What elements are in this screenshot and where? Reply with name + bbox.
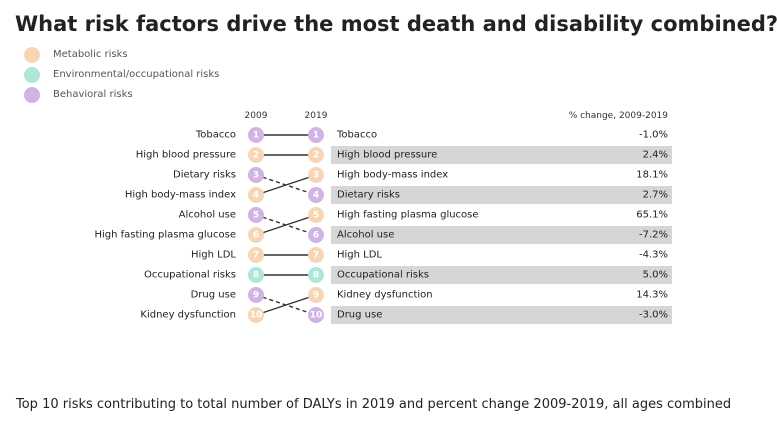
- shaded-row-8: [331, 266, 672, 284]
- risk-label-2019-10: Drug use: [337, 310, 382, 321]
- rank-number-2019-8: 8: [313, 271, 319, 281]
- change-value-5: 65.1%: [636, 210, 668, 221]
- rank-circle-2019-8: [308, 267, 324, 283]
- risk-label-2009-3: Dietary risks: [173, 170, 236, 181]
- rank-number-2009-4: 4: [253, 191, 259, 201]
- change-value-10: -3.0%: [639, 310, 668, 321]
- change-value-9: 14.3%: [636, 290, 668, 301]
- legend-swatch-behavioral: [24, 87, 40, 103]
- shaded-row-6: [331, 226, 672, 244]
- chart-caption: Top 10 risks contributing to total numbe…: [16, 397, 732, 412]
- risk-label-2009-10: Kidney dysfunction: [140, 310, 236, 321]
- shaded-row-2: [331, 146, 672, 164]
- risk-label-2019-4: Dietary risks: [337, 190, 400, 201]
- rank-number-2009-10: 10: [250, 311, 263, 321]
- rank-circle-2019-2: [308, 147, 324, 163]
- risk-label-2019-1: Tobacco: [336, 130, 377, 141]
- risk-label-2009-4: High body-mass index: [125, 190, 236, 201]
- risk-label-2009-1: Tobacco: [195, 130, 236, 141]
- rank-number-2009-9: 9: [253, 291, 259, 301]
- rank-number-2019-6: 6: [313, 231, 319, 241]
- rank-number-2019-10: 10: [310, 311, 323, 321]
- rank-circle-2019-5: [308, 207, 324, 223]
- risk-label-2009-5: Alcohol use: [179, 210, 236, 221]
- rank-circle-2009-6: [248, 227, 264, 243]
- rank-circle-2019-10: [308, 307, 324, 323]
- rank-number-2019-2: 2: [313, 151, 319, 161]
- risk-label-2019-3: High body-mass index: [337, 170, 448, 181]
- legend-label-metabolic: Metabolic risks: [53, 49, 128, 60]
- rank-circle-2019-9: [308, 287, 324, 303]
- risk-label-2009-2: High blood pressure: [136, 150, 236, 161]
- rank-number-2019-3: 3: [313, 171, 319, 181]
- rank-circle-2019-3: [308, 167, 324, 183]
- shaded-row-4: [331, 186, 672, 204]
- legend-swatch-environmental: [24, 67, 40, 83]
- column-header-2009: 2009: [245, 111, 268, 121]
- rank-number-2009-8: 8: [253, 271, 259, 281]
- rank-circle-2009-1: [248, 127, 264, 143]
- rank-number-2009-2: 2: [253, 151, 259, 161]
- risk-label-2019-2: High blood pressure: [337, 150, 437, 161]
- rank-number-2019-7: 7: [313, 251, 319, 261]
- rank-line-10: [255, 294, 317, 316]
- risk-label-2019-9: Kidney dysfunction: [337, 290, 433, 301]
- rank-circle-2009-7: [248, 247, 264, 263]
- change-value-6: -7.2%: [639, 230, 668, 241]
- rank-number-2009-6: 6: [253, 231, 259, 241]
- rank-circle-2009-5: [248, 207, 264, 223]
- rank-line-6: [255, 214, 317, 236]
- rank-circle-2009-3: [248, 167, 264, 183]
- risk-label-2009-7: High LDL: [191, 250, 236, 261]
- change-value-2: 2.4%: [643, 150, 668, 161]
- risk-label-2009-6: High fasting plasma glucose: [94, 230, 236, 241]
- rank-circle-2019-1: [308, 127, 324, 143]
- chart-title: What risk factors drive the most death a…: [15, 12, 777, 36]
- column-header-2019: 2019: [305, 111, 328, 121]
- rank-circle-2019-4: [308, 187, 324, 203]
- change-value-7: -4.3%: [639, 250, 668, 261]
- risk-label-2009-8: Occupational risks: [144, 270, 236, 281]
- rank-number-2009-7: 7: [253, 251, 259, 261]
- rank-number-2019-9: 9: [313, 291, 319, 301]
- change-value-4: 2.7%: [643, 190, 668, 201]
- risk-label-2009-9: Drug use: [191, 290, 236, 301]
- rank-circle-2009-4: [248, 187, 264, 203]
- risk-label-2019-7: High LDL: [337, 250, 382, 261]
- risk-label-2019-5: High fasting plasma glucose: [337, 210, 479, 221]
- legend-label-environmental: Environmental/occupational risks: [53, 69, 220, 80]
- legend-label-behavioral: Behavioral risks: [53, 89, 133, 100]
- column-header-change: % change, 2009-2019: [569, 111, 669, 121]
- rank-number-2019-4: 4: [313, 191, 319, 201]
- rank-line-4: [255, 174, 317, 196]
- rank-circle-2009-2: [248, 147, 264, 163]
- rank-number-2009-5: 5: [253, 211, 259, 221]
- rank-circle-2009-10: [248, 307, 264, 323]
- rank-circle-2009-8: [248, 267, 264, 283]
- rank-circle-2019-7: [308, 247, 324, 263]
- rank-number-2009-1: 1: [253, 131, 259, 141]
- rank-number-2019-5: 5: [313, 211, 319, 221]
- change-value-3: 18.1%: [636, 170, 668, 181]
- change-value-1: -1.0%: [639, 130, 668, 141]
- legend-swatch-metabolic: [24, 47, 40, 63]
- risk-label-2019-8: Occupational risks: [337, 270, 429, 281]
- change-value-8: 5.0%: [643, 270, 668, 281]
- rank-circle-2009-9: [248, 287, 264, 303]
- rank-number-2019-1: 1: [313, 131, 319, 141]
- shaded-row-10: [331, 306, 672, 324]
- rank-circle-2019-6: [308, 227, 324, 243]
- rank-number-2009-3: 3: [253, 171, 259, 181]
- risk-label-2019-6: Alcohol use: [337, 230, 394, 241]
